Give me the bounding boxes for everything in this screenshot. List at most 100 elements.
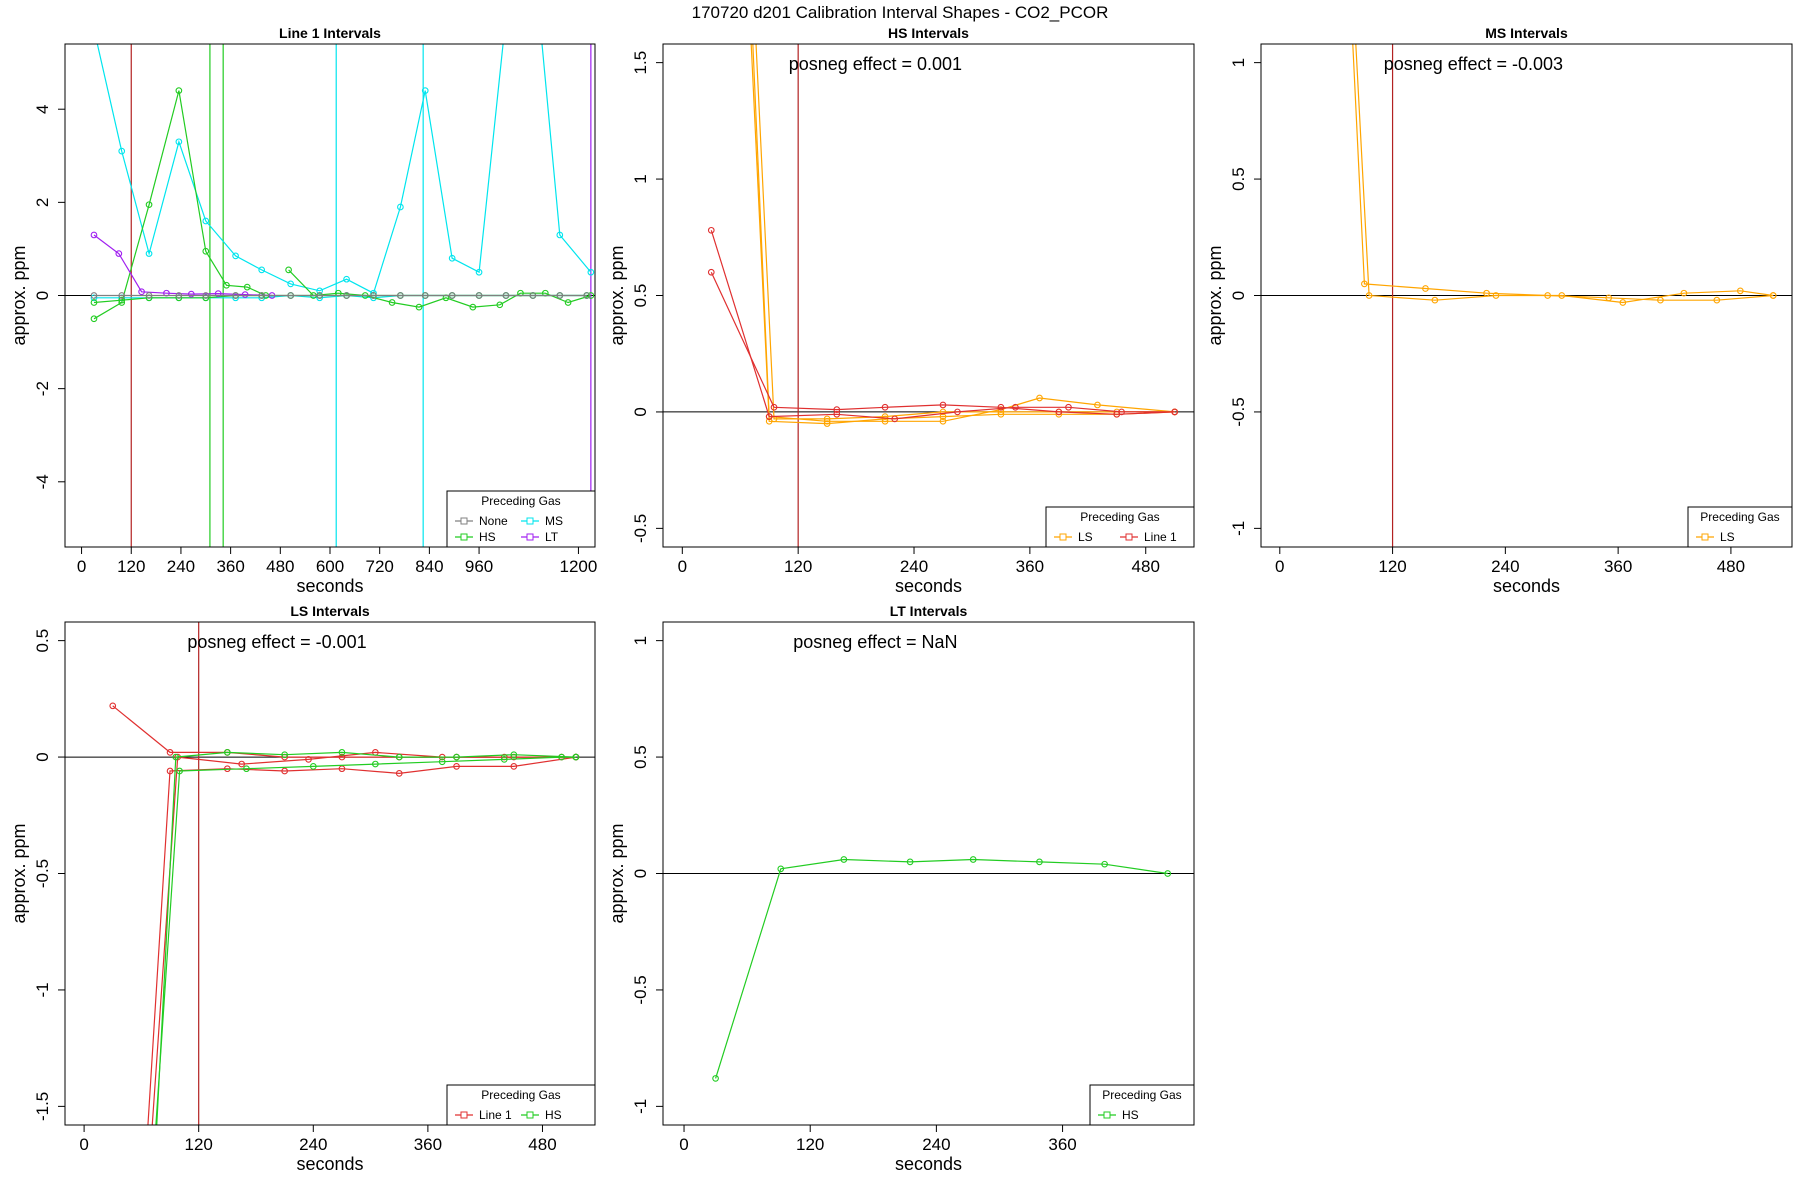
data-point bbox=[238, 760, 246, 768]
data-point bbox=[840, 856, 848, 863]
data-point bbox=[338, 753, 346, 761]
series-line bbox=[155, 756, 576, 1125]
x-tick-label: 120 bbox=[185, 1135, 213, 1154]
data-point bbox=[176, 767, 183, 775]
data-point bbox=[223, 281, 230, 289]
data-point bbox=[1036, 394, 1043, 402]
chart-panel-2: HS Intervals 0 120 240 360 480 seconds -0.5 0 0.5… bbox=[607, 25, 1195, 596]
y-tick-label: 0 bbox=[631, 869, 650, 878]
data-point bbox=[90, 231, 98, 239]
y-axis-label: approx. ppm bbox=[9, 245, 29, 345]
data-point bbox=[372, 760, 379, 768]
data-point bbox=[939, 401, 947, 409]
legend-swatch-marker bbox=[1125, 533, 1133, 541]
data-point bbox=[223, 749, 231, 756]
posneg-annotation: posneg effect = 0.001 bbox=[789, 54, 962, 74]
data-point bbox=[232, 252, 239, 260]
x-tick-label: 240 bbox=[900, 557, 928, 576]
data-point bbox=[281, 767, 288, 775]
data-point bbox=[770, 403, 778, 411]
data-point bbox=[1492, 292, 1500, 299]
data-point bbox=[881, 403, 889, 411]
data-point bbox=[1736, 287, 1744, 295]
y-tick-label: 0 bbox=[631, 407, 650, 416]
series-3 bbox=[151, 749, 580, 1125]
data-point bbox=[202, 217, 210, 225]
y-tick-label: 1 bbox=[631, 636, 650, 645]
series-2 bbox=[1355, 44, 1777, 306]
y-tick-label: -1.5 bbox=[33, 1092, 52, 1121]
data-point bbox=[1558, 292, 1566, 299]
series-line bbox=[710, 271, 1175, 415]
data-point bbox=[502, 292, 510, 299]
data-point bbox=[138, 288, 145, 296]
series-4 bbox=[285, 266, 595, 311]
data-point bbox=[1164, 870, 1172, 877]
legend-entry-label: LS bbox=[1078, 530, 1093, 544]
series-line bbox=[93, 234, 273, 297]
x-tick-label: 120 bbox=[117, 557, 145, 576]
data-point bbox=[232, 292, 239, 299]
data-point bbox=[453, 753, 460, 761]
series-line bbox=[752, 44, 1175, 422]
x-tick-label: 360 bbox=[216, 557, 244, 576]
series-line bbox=[151, 751, 576, 1125]
data-point bbox=[906, 858, 914, 866]
data-point bbox=[438, 758, 446, 766]
data-point bbox=[175, 138, 183, 146]
legend: Preceding Gas LS bbox=[1687, 506, 1793, 548]
legend-entry-label: Line 1 bbox=[1144, 530, 1177, 544]
panel-title: Line 1 Intervals bbox=[279, 25, 381, 41]
x-tick-label: 360 bbox=[1604, 557, 1632, 576]
series-4 bbox=[155, 753, 580, 1125]
data-point bbox=[510, 751, 518, 759]
x-tick-label: 480 bbox=[1717, 557, 1745, 576]
plot-frame bbox=[64, 621, 596, 1126]
y-tick-label: 0.5 bbox=[631, 284, 650, 308]
data-point bbox=[187, 290, 195, 298]
x-tick-label: 0 bbox=[1275, 557, 1284, 576]
data-point bbox=[448, 292, 456, 299]
data-point bbox=[395, 753, 403, 761]
data-point bbox=[1361, 280, 1368, 288]
data-point bbox=[421, 87, 429, 94]
series-6 bbox=[90, 231, 276, 299]
data-point bbox=[1113, 410, 1121, 418]
data-point bbox=[118, 292, 126, 299]
data-point bbox=[1101, 860, 1108, 868]
legend-swatch-marker bbox=[526, 533, 534, 541]
legend-swatch-marker bbox=[1103, 1111, 1111, 1119]
data-point bbox=[1769, 292, 1777, 299]
data-point bbox=[453, 763, 460, 770]
legend: Preceding Gas None MS HS LT bbox=[446, 490, 596, 548]
data-point bbox=[370, 292, 377, 299]
x-axis-label: seconds bbox=[296, 1154, 363, 1174]
data-point bbox=[338, 749, 346, 756]
panel-title: LT Intervals bbox=[890, 603, 968, 619]
y-tick-label: -1 bbox=[631, 1099, 650, 1114]
data-point bbox=[202, 247, 210, 255]
y-tick-label: -4 bbox=[33, 474, 52, 489]
data-point bbox=[305, 756, 312, 763]
legend: Preceding Gas HS bbox=[1089, 1084, 1195, 1126]
y-tick-label: 0 bbox=[33, 291, 52, 300]
legend-swatch-marker bbox=[526, 1111, 534, 1119]
legend-swatch-marker bbox=[460, 517, 468, 525]
data-point bbox=[587, 292, 595, 299]
data-point bbox=[881, 413, 889, 420]
data-point bbox=[1036, 858, 1043, 866]
data-point bbox=[833, 406, 841, 413]
data-point bbox=[1065, 403, 1072, 411]
y-tick-label: -1 bbox=[1229, 521, 1248, 536]
x-tick-label: 0 bbox=[678, 557, 687, 576]
series-line bbox=[96, 44, 592, 295]
x-tick-label: 840 bbox=[415, 557, 443, 576]
data-point bbox=[529, 292, 537, 299]
panel-title: HS Intervals bbox=[888, 25, 969, 41]
plot-frame bbox=[662, 43, 1195, 548]
data-point bbox=[1713, 296, 1721, 304]
series-line bbox=[1352, 44, 1774, 301]
x-axis-label: seconds bbox=[895, 1154, 962, 1174]
x-tick-label: 480 bbox=[528, 1135, 556, 1154]
legend-entry-label: Line 1 bbox=[479, 1108, 512, 1122]
